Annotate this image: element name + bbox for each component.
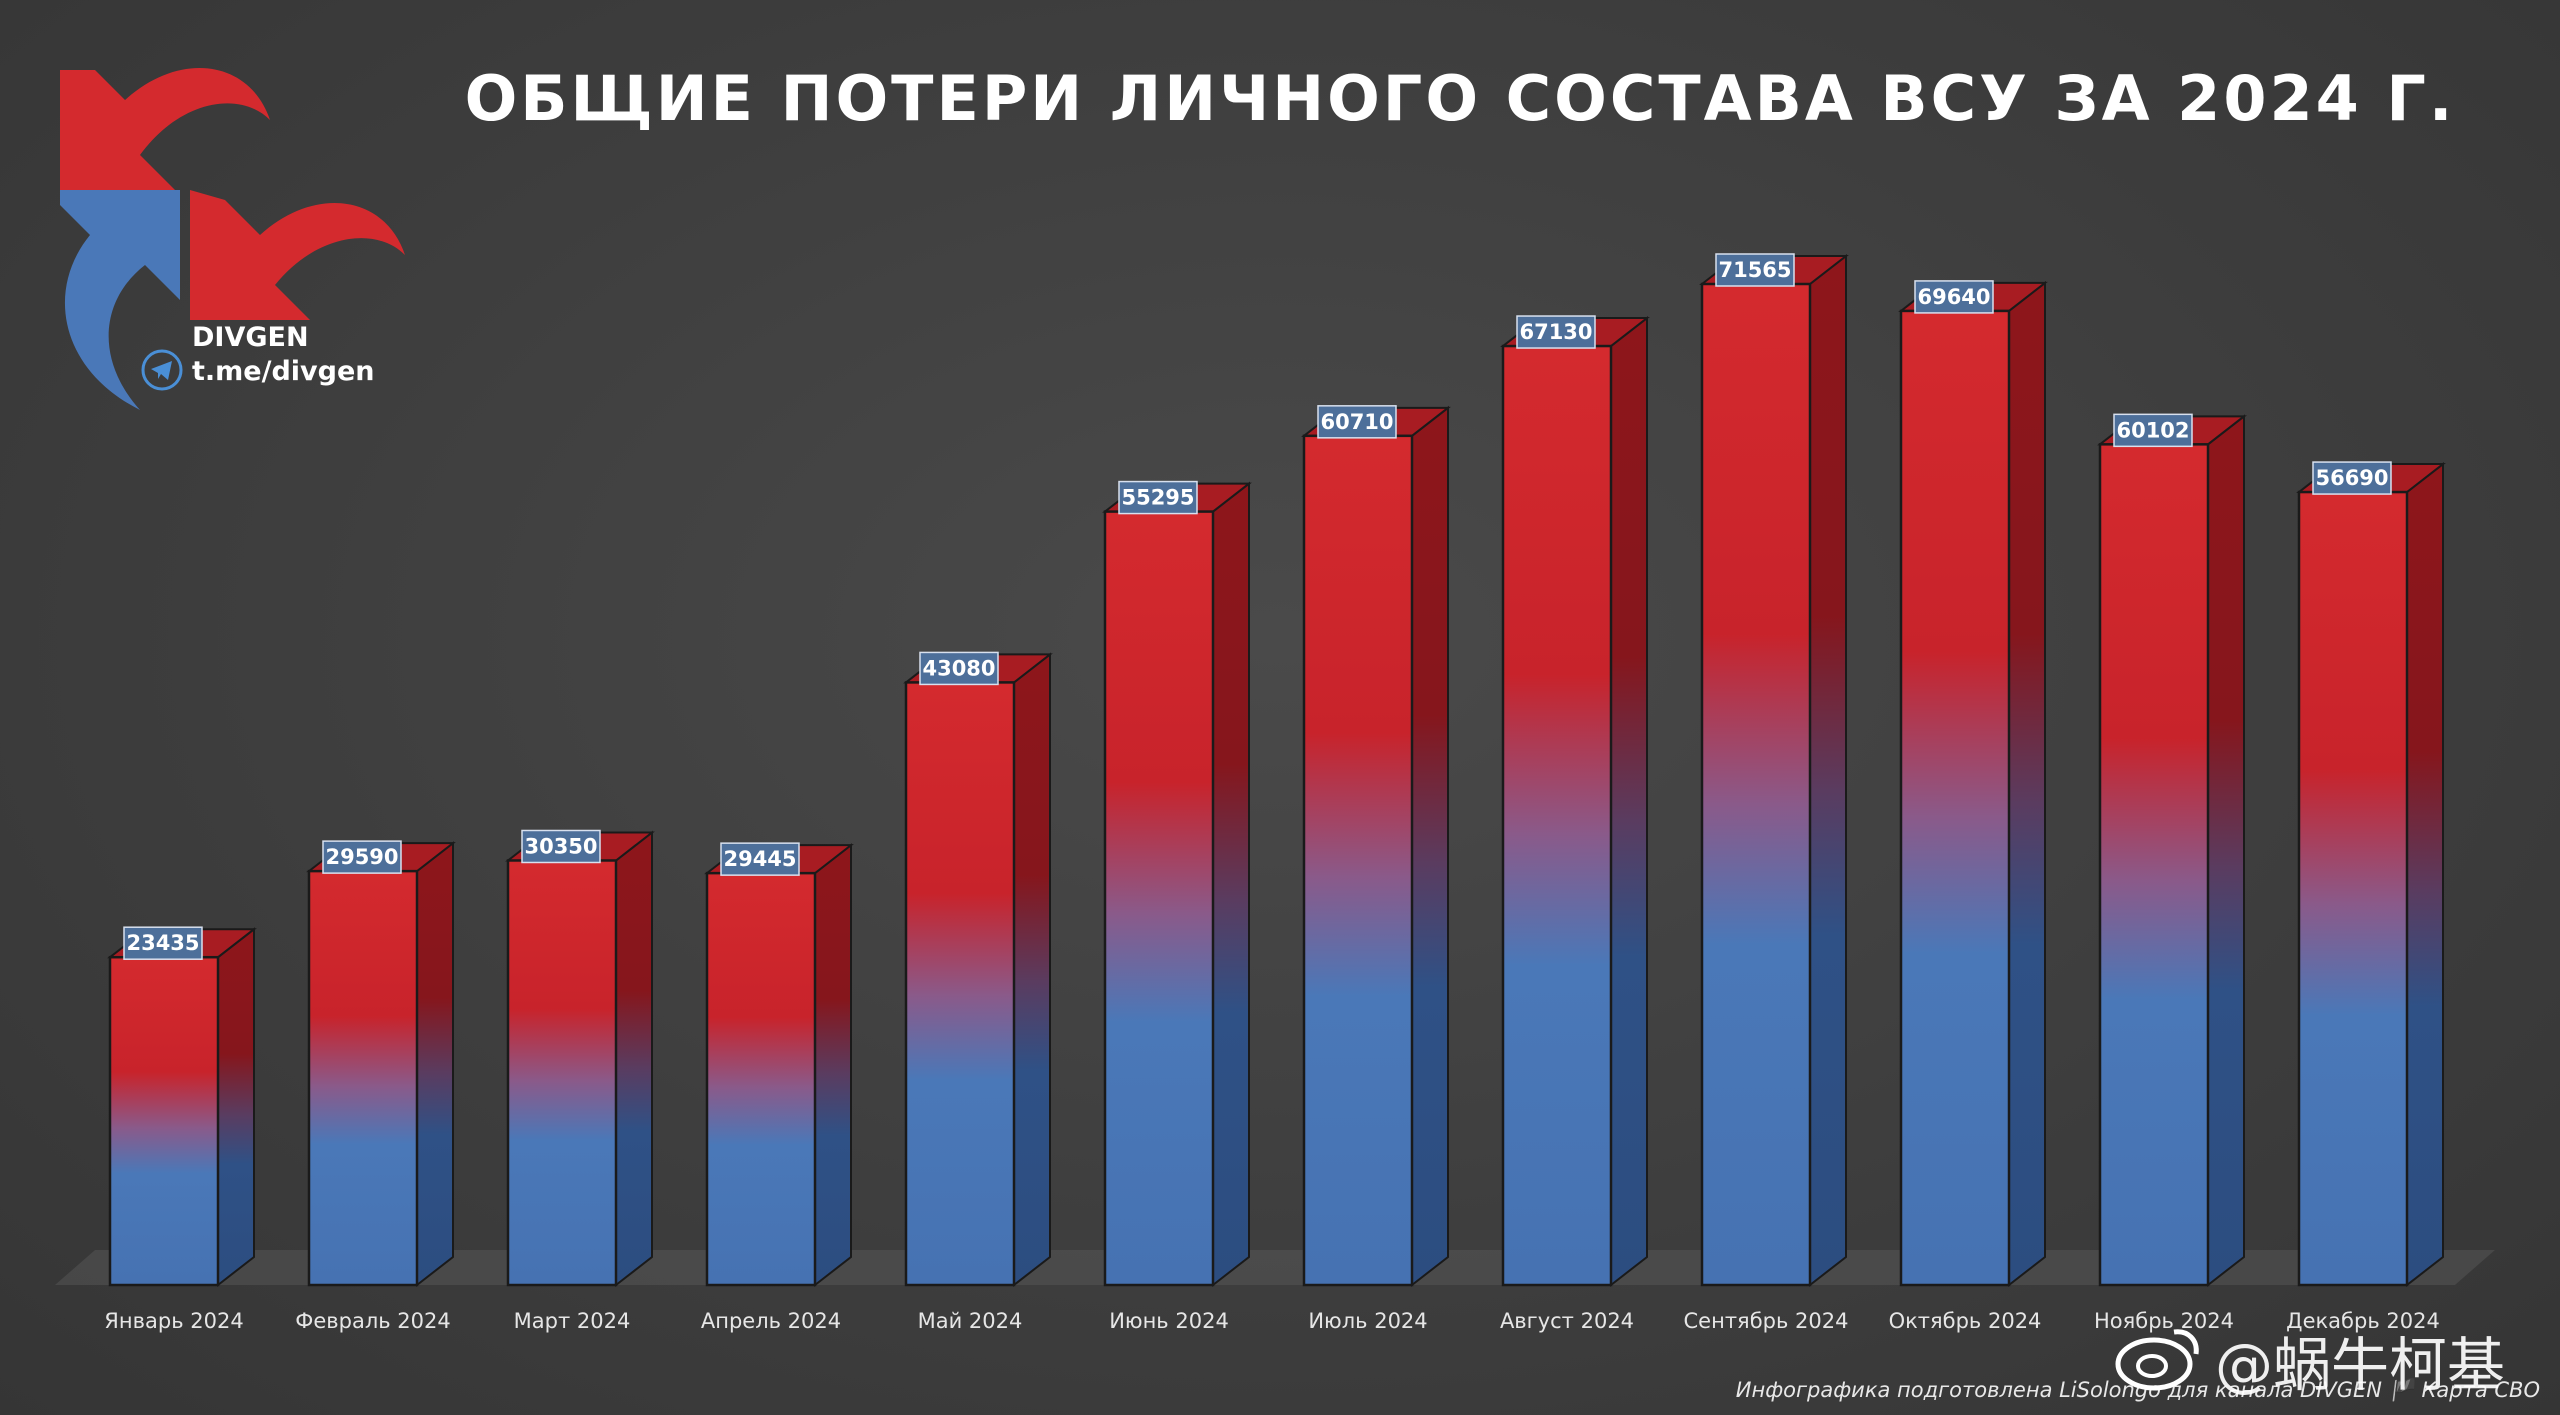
x-tick-label: Июль 2024 <box>1308 1309 1427 1333</box>
data-label: 43080 <box>919 651 999 686</box>
data-label-text: 71565 <box>1718 258 1791 282</box>
bar-front <box>1899 309 2011 1287</box>
data-label-text: 55295 <box>1121 486 1194 510</box>
data-label-text: 23435 <box>126 931 199 955</box>
x-tick-label: Июнь 2024 <box>1109 1309 1229 1333</box>
data-label-box <box>1715 253 1795 287</box>
red-arrow-top-icon <box>60 67 270 190</box>
data-label: 60710 <box>1317 405 1397 439</box>
data-label-box <box>521 829 601 864</box>
x-tick-label: Ноябрь 2024 <box>2094 1309 2234 1333</box>
bar <box>1898 280 2048 1288</box>
logo-link[interactable]: t.me/divgen <box>192 356 375 387</box>
bar-front <box>2098 443 2210 1287</box>
bar <box>2097 414 2247 1288</box>
x-tick-label: Декабрь 2024 <box>2286 1309 2440 1333</box>
bar-front <box>506 859 618 1287</box>
data-label-box <box>1516 315 1596 349</box>
data-label-text: 56690 <box>2315 466 2388 490</box>
bar-side <box>2207 414 2245 1288</box>
bar-front <box>108 955 220 1287</box>
bar <box>903 652 1053 1288</box>
bar-side <box>1013 652 1051 1288</box>
data-label-text: 43080 <box>922 656 995 680</box>
data-label-box <box>1118 480 1198 515</box>
bar-front <box>1103 510 1215 1287</box>
data-label-box <box>2113 413 2193 448</box>
weibo-icon <box>2115 1329 2199 1391</box>
data-label-box <box>322 840 402 874</box>
telegram-icon <box>141 349 183 391</box>
credit-text: Инфографика подготовлена LiSolongo для к… <box>1735 1378 2540 1402</box>
x-tick-label: Апрель 2024 <box>701 1309 841 1333</box>
watermark-text: @蜗牛柯基 <box>2215 1331 2506 1399</box>
bar <box>1699 253 1849 1288</box>
data-label-box <box>919 651 999 686</box>
data-label: 71565 <box>1715 253 1795 287</box>
data-label: 56690 <box>2312 461 2392 495</box>
bar <box>704 843 854 1288</box>
bar <box>2296 462 2446 1288</box>
data-label: 29590 <box>322 840 402 874</box>
bar-front <box>705 871 817 1287</box>
data-label-text: 69640 <box>1917 285 1990 309</box>
data-label-box <box>720 842 800 876</box>
data-label: 30350 <box>521 829 601 864</box>
divgen-logo <box>60 67 405 410</box>
blue-arrow-icon <box>60 190 180 410</box>
bar <box>306 841 456 1288</box>
page-title: ОБЩИЕ ПОТЕРИ ЛИЧНОГО СОСТАВА ВСУ ЗА 2024… <box>464 62 2456 135</box>
bar <box>1301 405 1451 1288</box>
data-label: 60102 <box>2113 413 2193 448</box>
data-label: 23435 <box>123 926 203 960</box>
x-tick-label: Январь 2024 <box>104 1309 243 1333</box>
bar-side <box>217 927 255 1288</box>
bar <box>107 927 257 1288</box>
chart-floor <box>55 1250 2495 1285</box>
x-tick-label: Май 2024 <box>918 1309 1023 1333</box>
data-label-text: 60710 <box>1320 410 1393 434</box>
data-label-box <box>123 926 203 960</box>
data-label-text: 30350 <box>524 834 597 858</box>
data-label-text: 29590 <box>325 845 398 869</box>
bar-side <box>1212 481 1250 1288</box>
bar <box>505 830 655 1288</box>
bar-side <box>615 830 653 1288</box>
bar-side <box>814 843 852 1288</box>
bar-front <box>1501 344 1613 1287</box>
data-label: 67130 <box>1516 315 1596 349</box>
data-label-text: 67130 <box>1519 320 1592 344</box>
data-label: 29445 <box>720 842 800 876</box>
bar-front <box>2297 490 2409 1287</box>
bar-side <box>1411 405 1449 1288</box>
bar <box>1500 315 1650 1288</box>
bar-front <box>1302 434 1414 1287</box>
data-label: 55295 <box>1118 480 1198 515</box>
bar-side <box>2406 462 2444 1288</box>
data-label-box <box>1317 405 1397 439</box>
data-label-box <box>1914 280 1994 314</box>
data-label-text: 29445 <box>723 847 796 871</box>
bar-front <box>904 681 1016 1287</box>
bar <box>1102 481 1252 1288</box>
x-tick-label: Февраль 2024 <box>295 1309 451 1333</box>
data-label-text: 60102 <box>2116 418 2189 442</box>
bar-front <box>307 869 419 1287</box>
bar-front <box>1700 282 1812 1287</box>
x-tick-label: Сентябрь 2024 <box>1684 1309 1849 1333</box>
red-arrow-bottom-icon <box>190 190 405 320</box>
x-tick-label: Март 2024 <box>514 1309 631 1333</box>
data-label-box <box>2312 461 2392 495</box>
bar-side <box>1809 253 1847 1288</box>
x-tick-label: Август 2024 <box>1500 1309 1634 1333</box>
logo-name: DIVGEN <box>192 322 309 353</box>
bar-side <box>416 841 454 1288</box>
x-tick-label: Октябрь 2024 <box>1889 1309 2042 1333</box>
bar-side <box>2008 280 2046 1288</box>
bar-side <box>1610 315 1648 1288</box>
data-label: 69640 <box>1914 280 1994 314</box>
